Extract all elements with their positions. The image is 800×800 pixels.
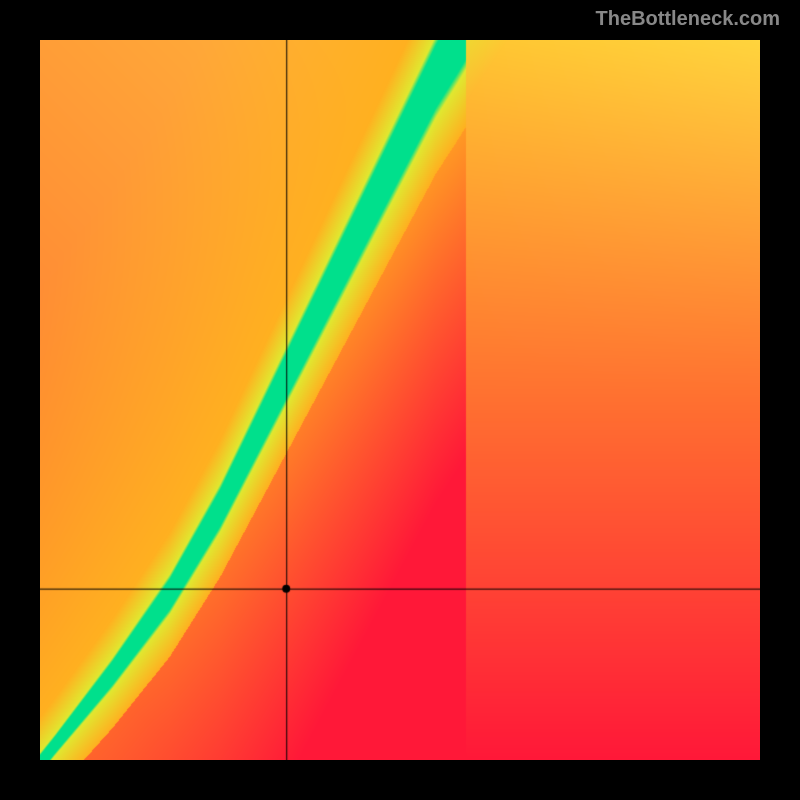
heatmap-canvas bbox=[40, 40, 760, 760]
watermark-text: TheBottleneck.com bbox=[596, 8, 780, 31]
heatmap-plot bbox=[40, 40, 760, 760]
